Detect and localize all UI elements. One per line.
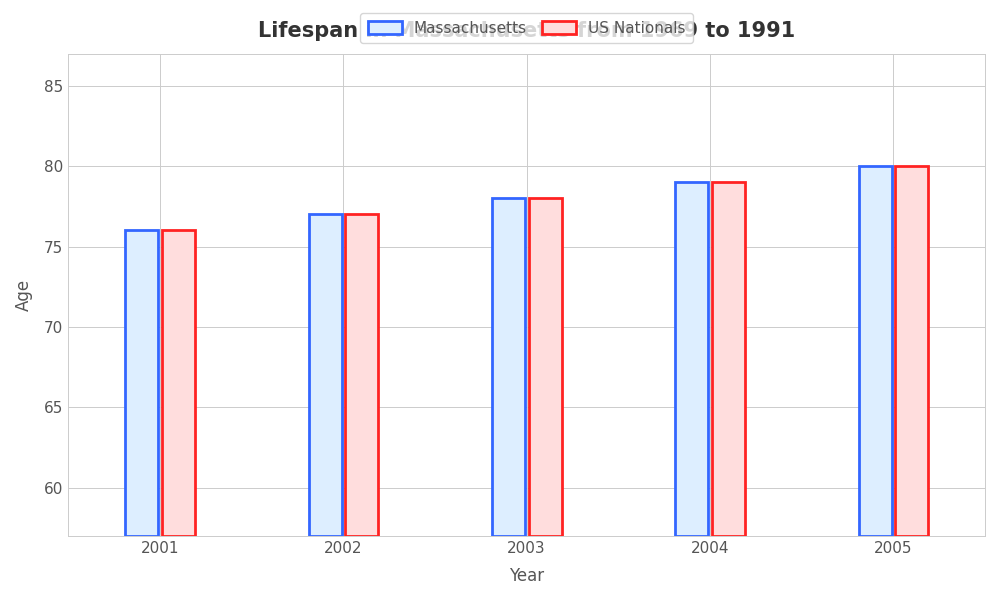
X-axis label: Year: Year (509, 567, 544, 585)
Bar (675, 182, 708, 536)
Bar (859, 166, 892, 536)
Bar (712, 182, 745, 536)
Bar (529, 199, 562, 536)
Bar (492, 199, 525, 536)
Bar (309, 214, 342, 536)
Bar (162, 230, 195, 536)
Legend: Massachusetts, US Nationals: Massachusetts, US Nationals (360, 13, 693, 43)
Y-axis label: Age: Age (15, 279, 33, 311)
Title: Lifespan in Massachusetts from 1969 to 1991: Lifespan in Massachusetts from 1969 to 1… (258, 21, 795, 41)
Bar (895, 166, 928, 536)
Bar (125, 230, 158, 536)
Bar (345, 214, 378, 536)
